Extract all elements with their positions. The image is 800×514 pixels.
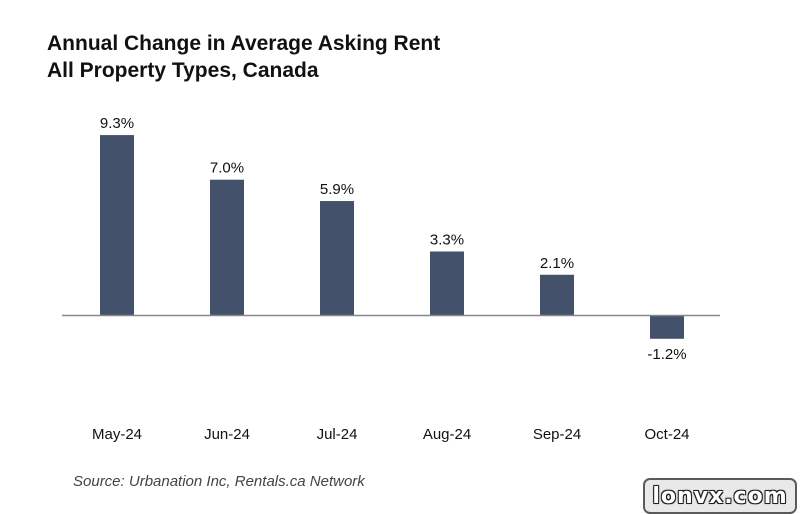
category-label: May-24 bbox=[92, 426, 142, 443]
category-label: Aug-24 bbox=[423, 426, 471, 443]
bar bbox=[320, 201, 354, 316]
bar bbox=[210, 179, 244, 316]
chart-title: Annual Change in Average Asking Rent bbox=[47, 32, 441, 55]
data-label: 3.3% bbox=[430, 231, 464, 248]
chart-title-block: Annual Change in Average Asking Rent All… bbox=[47, 30, 440, 84]
bar bbox=[650, 315, 684, 339]
watermark-logo: lonvx.com bbox=[643, 478, 797, 514]
source-note: Source: Urbanation Inc, Rentals.ca Netwo… bbox=[73, 473, 365, 490]
category-label: Sep-24 bbox=[533, 426, 581, 443]
data-label: 2.1% bbox=[540, 255, 574, 272]
data-label: 9.3% bbox=[100, 115, 134, 132]
chart-subtitle: All Property Types, Canada bbox=[47, 59, 319, 82]
category-label: Jul-24 bbox=[317, 426, 358, 443]
category-label: Jun-24 bbox=[204, 426, 250, 443]
category-label: Oct-24 bbox=[644, 426, 689, 443]
bar bbox=[430, 251, 464, 316]
bar bbox=[540, 274, 574, 316]
watermark-text: lonvx.com bbox=[652, 483, 788, 509]
data-label: 5.9% bbox=[320, 181, 354, 198]
data-label: 7.0% bbox=[210, 160, 244, 177]
data-label: -1.2% bbox=[647, 346, 686, 363]
bar bbox=[100, 135, 134, 316]
